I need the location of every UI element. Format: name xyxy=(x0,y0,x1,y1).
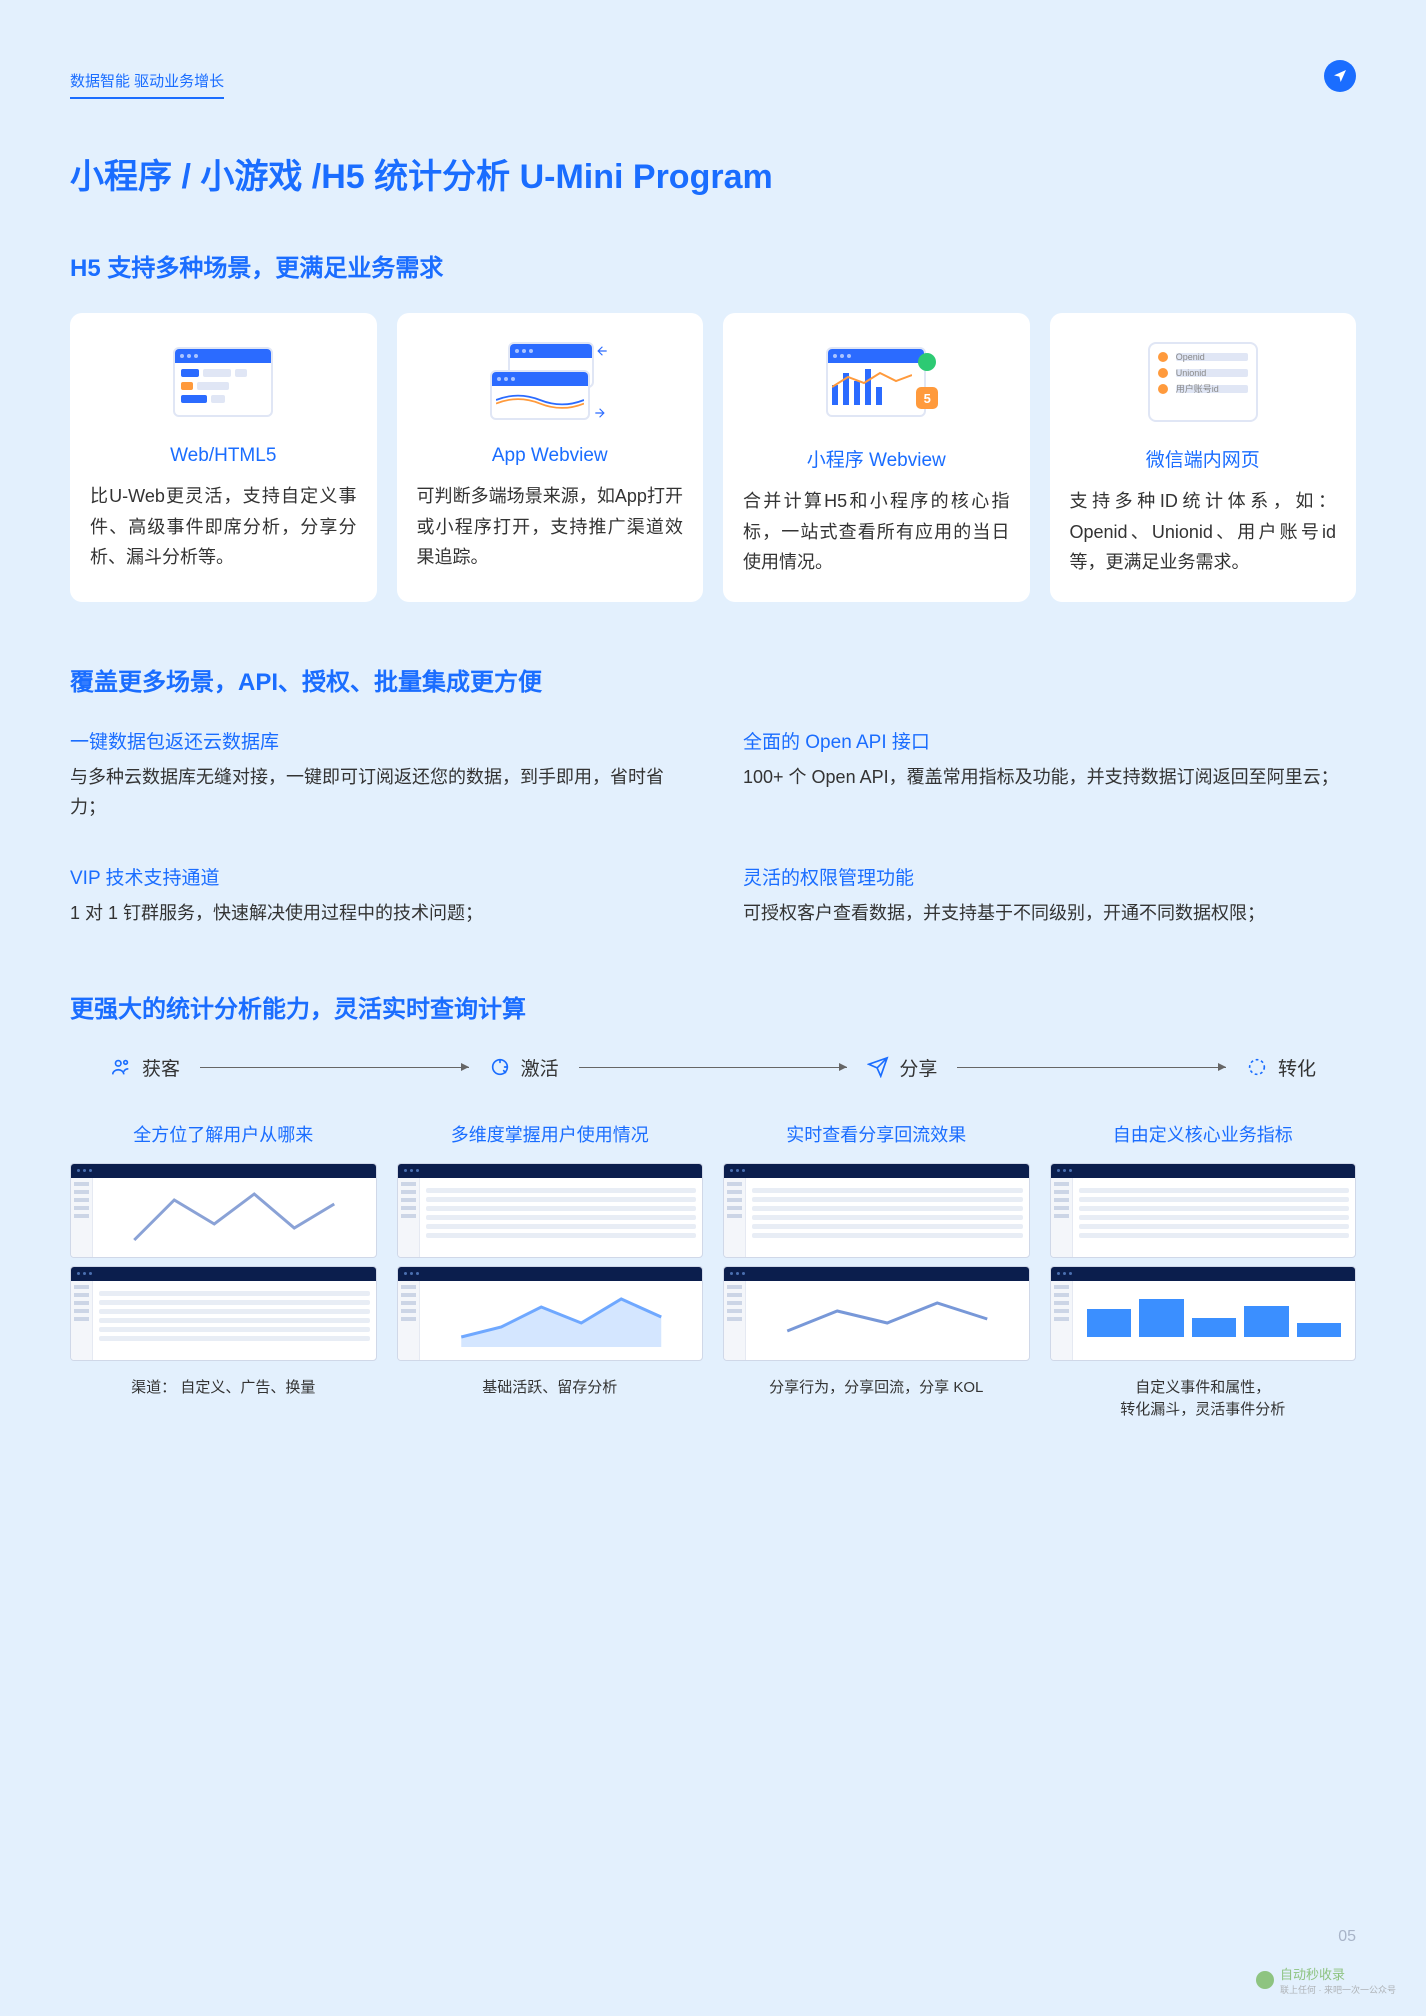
dashboard-mock xyxy=(1050,1266,1357,1361)
dash-caption: 渠道： 自定义、广告、换量 xyxy=(70,1377,377,1400)
card-wechat-web: Openid Unionid 用户账号id 微信端内网页 支持多种ID统计体系，… xyxy=(1050,313,1357,602)
dash-caption: 分享行为，分享回流，分享 KOL xyxy=(723,1377,1030,1400)
flow-steps: 获客 激活 分享 转化 xyxy=(70,1054,1356,1081)
dashboard-mock xyxy=(70,1163,377,1258)
watermark-brand: 自动秒收录 xyxy=(1280,1967,1345,1982)
card-web: Web/HTML5 比U-Web更灵活，支持自定义事件、高级事件即席分析，分享分… xyxy=(70,313,377,602)
dashboard-share: 实时查看分享回流效果 分享行为，分享回流，分享 KOL xyxy=(723,1121,1030,1422)
web-icon xyxy=(158,337,288,427)
feature: 灵活的权限管理功能可授权客户查看数据，并支持基于不同级别，开通不同数据权限； xyxy=(743,863,1356,929)
section2-heading: 覆盖更多场景，API、授权、批量集成更方便 xyxy=(70,662,1356,697)
feature-title: 全面的 Open API 接口 xyxy=(743,727,1356,754)
feature: 一键数据包返还云数据库与多种云数据库无缝对接，一键即可订阅返还您的数据，到手即用… xyxy=(70,727,683,823)
feature-title: VIP 技术支持通道 xyxy=(70,863,683,890)
dashboard-mock xyxy=(397,1266,704,1361)
list-item: Unionid xyxy=(1176,369,1248,377)
flow-step-share: 分享 xyxy=(867,1054,937,1081)
dash-title: 实时查看分享回流效果 xyxy=(723,1121,1030,1147)
list-item: Openid xyxy=(1176,353,1248,361)
flow-step-convert: 转化 xyxy=(1246,1054,1316,1081)
card-desc: 可判断多端场景来源，如App打开或小程序打开，支持推广渠道效果追踪。 xyxy=(417,481,684,573)
page-number: 05 xyxy=(1338,1928,1356,1946)
feature-desc: 1 对 1 钉群服务，快速解决使用过程中的技术问题； xyxy=(70,898,683,929)
bar-chart xyxy=(1079,1287,1350,1337)
card-title: App Webview xyxy=(492,445,608,467)
flow-step-acquire: 获客 xyxy=(110,1054,180,1081)
dash-title: 多维度掌握用户使用情况 xyxy=(397,1121,704,1147)
chart-icon: 5 xyxy=(811,337,941,427)
section-scenarios: H5 支持多种场景，更满足业务需求 Web/HTML5 比U-Web更灵活，支持… xyxy=(70,248,1356,602)
card-title: 小程序 Webview xyxy=(807,445,946,472)
card-miniprogram-webview: 5 小程序 Webview 合并计算H5和小程序的核心指标，一站式查看所有应用的… xyxy=(723,313,1030,602)
dash-caption: 基础活跃、留存分析 xyxy=(397,1377,704,1400)
watermark-icon xyxy=(1256,1971,1274,1989)
card-title: Web/HTML5 xyxy=(170,445,276,467)
dashboards-row: 全方位了解用户从哪来 渠道： 自定义、广告、换量 多维度掌握用户使用情况 基础活… xyxy=(70,1121,1356,1422)
list-item: 用户账号id xyxy=(1176,385,1248,393)
watermark: 自动秒收录联上任何 · 来吧一次一公众号 xyxy=(1256,1964,1396,1996)
feature-desc: 与多种云数据库无缝对接，一键即可订阅返还您的数据，到手即用，省时省力； xyxy=(70,762,683,823)
feature-desc: 100+ 个 Open API，覆盖常用指标及功能，并支持数据订阅返回至阿里云； xyxy=(743,762,1356,793)
section-analytics: 更强大的统计分析能力，灵活实时查询计算 获客 激活 分享 转化 全方位了解用户从… xyxy=(70,989,1356,1422)
feature-title: 灵活的权限管理功能 xyxy=(743,863,1356,890)
card-title: 微信端内网页 xyxy=(1146,445,1260,472)
feature: 全面的 Open API 接口 100+ 个 Open API，覆盖常用指标及功能… xyxy=(743,727,1356,823)
dashboard-mock xyxy=(70,1266,377,1361)
nav-icon xyxy=(1324,60,1356,92)
card-app-webview: App Webview 可判断多端场景来源，如App打开或小程序打开，支持推广渠… xyxy=(397,313,704,602)
dashboard-mock xyxy=(723,1266,1030,1361)
id-list-icon: Openid Unionid 用户账号id xyxy=(1138,337,1268,427)
dashboard-convert: 自由定义核心业务指标 自定义事件和属性， 转化漏斗，灵活事件分析 xyxy=(1050,1121,1357,1422)
feature-desc: 可授权客户查看数据，并支持基于不同级别，开通不同数据权限； xyxy=(743,898,1356,929)
section1-heading: H5 支持多种场景，更满足业务需求 xyxy=(70,248,1356,283)
watermark-sub: 联上任何 · 来吧一次一公众号 xyxy=(1280,1983,1396,1996)
dashboard-mock xyxy=(397,1163,704,1258)
webview-icon xyxy=(485,337,615,427)
dashboard-mock xyxy=(723,1163,1030,1258)
dash-title: 自由定义核心业务指标 xyxy=(1050,1121,1357,1147)
feature-title: 一键数据包返还云数据库 xyxy=(70,727,683,754)
card-desc: 比U-Web更灵活，支持自定义事件、高级事件即席分析，分享分析、漏斗分析等。 xyxy=(90,481,357,573)
section3-heading: 更强大的统计分析能力，灵活实时查询计算 xyxy=(70,989,1356,1024)
flow-step-activate: 激活 xyxy=(489,1054,559,1081)
dashboard-activate: 多维度掌握用户使用情况 基础活跃、留存分析 xyxy=(397,1121,704,1422)
dashboard-acquire: 全方位了解用户从哪来 渠道： 自定义、广告、换量 xyxy=(70,1121,377,1422)
section-api: 覆盖更多场景，API、授权、批量集成更方便 一键数据包返还云数据库与多种云数据库… xyxy=(70,662,1356,929)
card-desc: 支持多种ID统计体系，如：Openid、Unionid、用户账号id等，更满足业… xyxy=(1070,486,1337,578)
page-title: 小程序 / 小游戏 /H5 统计分析 U-Mini Program xyxy=(70,149,1356,198)
header-tag: 数据智能 驱动业务增长 xyxy=(70,70,224,99)
dashboard-mock xyxy=(1050,1163,1357,1258)
feature: VIP 技术支持通道 1 对 1 钉群服务，快速解决使用过程中的技术问题； xyxy=(70,863,683,929)
dash-title: 全方位了解用户从哪来 xyxy=(70,1121,377,1147)
card-desc: 合并计算H5和小程序的核心指标，一站式查看所有应用的当日使用情况。 xyxy=(743,486,1010,578)
dash-caption: 自定义事件和属性， 转化漏斗，灵活事件分析 xyxy=(1050,1377,1357,1422)
